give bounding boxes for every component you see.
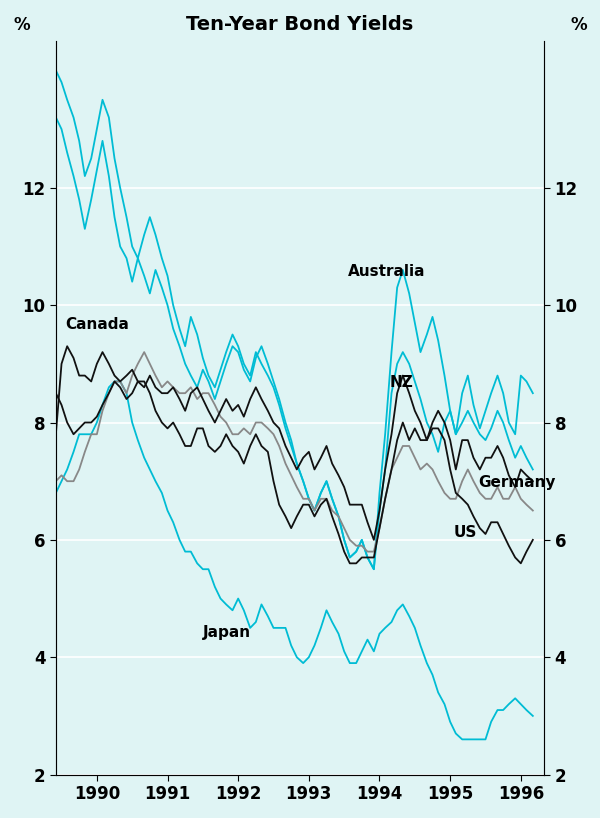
Text: Japan: Japan: [203, 625, 251, 640]
Text: NZ: NZ: [390, 375, 414, 390]
Title: Ten-Year Bond Yields: Ten-Year Bond Yields: [187, 15, 413, 34]
Text: Australia: Australia: [347, 264, 425, 279]
Text: %: %: [570, 16, 587, 34]
Text: Canada: Canada: [65, 317, 129, 331]
Text: US: US: [454, 525, 477, 540]
Text: Germany: Germany: [478, 475, 556, 490]
Text: %: %: [13, 16, 30, 34]
